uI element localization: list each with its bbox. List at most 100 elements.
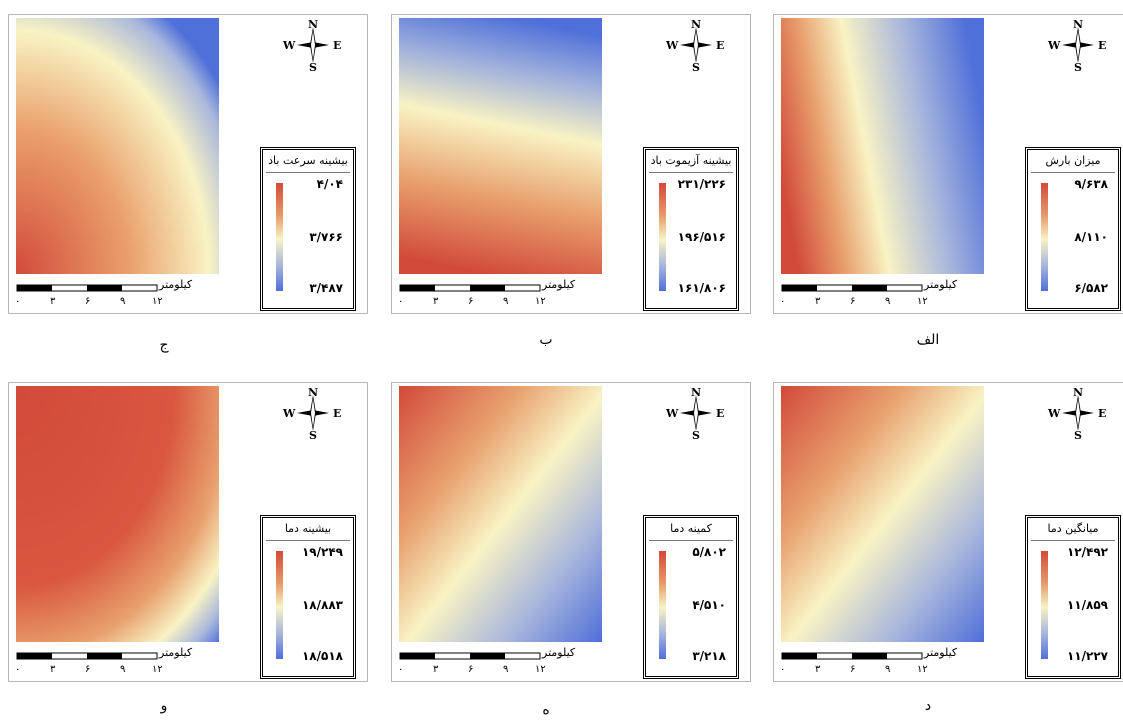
scale-bar: ۰ ۳ ۶ ۹ ۱۲	[398, 278, 618, 308]
panel-caption: الف	[916, 332, 940, 348]
color-ramp	[659, 183, 666, 291]
scale-unit: کیلومتر	[159, 278, 193, 291]
scale-tick: ۱۲	[152, 296, 163, 307]
legend-high: ۱۹/۲۴۹	[301, 545, 343, 559]
color-ramp	[659, 551, 666, 659]
legend-title: بیشینه دما	[266, 522, 350, 541]
north-arrow-icon: N S W E	[664, 19, 728, 71]
scale-tick: ۶	[468, 664, 473, 675]
scale-tick: ۳	[433, 664, 439, 675]
legend-mid: ۴/۵۱۰	[692, 598, 726, 612]
compass-w: W	[1047, 407, 1061, 420]
scale-tick: ۹	[503, 296, 508, 307]
legend-title: بیشینه سرعت باد	[266, 154, 350, 173]
north-arrow-icon: N S W E	[281, 19, 345, 71]
compass-e: E	[1098, 407, 1106, 420]
legend-low: ۳/۴۸۷	[309, 281, 343, 295]
compass-s: S	[309, 429, 317, 439]
compass-s: S	[309, 61, 317, 71]
scale-tick: ۳	[433, 296, 439, 307]
map-raster	[16, 18, 219, 274]
compass-w: W	[665, 407, 679, 420]
scale-bar: ۰ ۳ ۶ ۹ ۱۲	[15, 278, 235, 308]
compass-s: S	[1074, 429, 1082, 439]
legend-title: میزان بارش	[1031, 154, 1115, 173]
scale-unit: کیلومتر	[542, 278, 576, 291]
north-arrow-icon: N S W E	[281, 387, 345, 439]
north-arrow-icon: N S W E	[664, 387, 728, 439]
color-ramp	[1041, 551, 1048, 659]
scale-tick: ۳	[50, 664, 56, 675]
scale-tick: ۰	[398, 296, 403, 307]
legend: بیشینه سرعت باد ۴/۰۴ ۳/۷۶۶ ۳/۴۸۷	[260, 147, 356, 311]
legend-title: بیشینه آزیموت باد	[649, 154, 733, 173]
legend-mid: ۱۸/۸۸۳	[301, 598, 343, 612]
scale-tick: ۹	[120, 664, 125, 675]
compass-w: W	[282, 39, 296, 52]
legend-title: میانگین دما	[1031, 522, 1115, 541]
compass-n: N	[1073, 19, 1083, 31]
compass-s: S	[692, 61, 700, 71]
scale-unit: کیلومتر	[924, 646, 958, 659]
scale-tick: ۶	[850, 664, 855, 675]
map-panel-j: N S W E بیشینه سرعت باد ۴/۰۴ ۳/۷۶۶ ۳/۴۸۷…	[8, 14, 368, 314]
scale-tick: ۱۲	[152, 664, 163, 675]
compass-n: N	[691, 19, 701, 31]
map-panel-dal: N S W E میانگین دما ۱۲/۴۹۲ ۱۱/۸۵۹ ۱۱/۲۲۷…	[773, 382, 1123, 682]
scale-bar: ۰ ۳ ۶ ۹ ۱۲	[15, 646, 235, 676]
scale-tick: ۶	[468, 296, 473, 307]
scale-tick: ۶	[85, 296, 90, 307]
scale-tick: ۹	[885, 296, 890, 307]
compass-n: N	[691, 387, 701, 399]
legend: میانگین دما ۱۲/۴۹۲ ۱۱/۸۵۹ ۱۱/۲۲۷	[1025, 515, 1121, 679]
panel-caption: ه	[542, 702, 550, 718]
scale-tick: ۹	[120, 296, 125, 307]
panel-caption: د	[924, 698, 932, 714]
legend-high: ۴/۰۴	[316, 177, 343, 191]
compass-w: W	[1047, 39, 1061, 52]
compass-s: S	[1074, 61, 1082, 71]
compass-e: E	[333, 39, 341, 52]
legend-mid: ۱۹۶/۵۱۶	[677, 230, 726, 244]
scale-tick: ۳	[815, 296, 821, 307]
color-ramp	[276, 183, 283, 291]
scale-tick: ۹	[503, 664, 508, 675]
map-raster	[399, 18, 602, 274]
compass-n: N	[308, 19, 318, 31]
compass-n: N	[1073, 387, 1083, 399]
map-panel-b: N S W E بیشینه آزیموت باد ۲۳۱/۲۲۶ ۱۹۶/۵۱…	[391, 14, 751, 314]
map-raster	[781, 386, 984, 642]
scale-unit: کیلومتر	[159, 646, 193, 659]
scale-tick: ۶	[850, 296, 855, 307]
legend-low: ۱۱/۲۲۷	[1066, 649, 1108, 663]
legend-high: ۱۲/۴۹۲	[1066, 545, 1108, 559]
legend: میزان بارش ۹/۶۳۸ ۸/۱۱۰ ۶/۵۸۲	[1025, 147, 1121, 311]
scale-tick: ۰	[15, 664, 20, 675]
scale-tick: ۱۲	[535, 296, 546, 307]
north-arrow-icon: N S W E	[1046, 19, 1110, 71]
compass-s: S	[692, 429, 700, 439]
panel-caption: ج	[159, 337, 169, 353]
map-panel-vav: N S W E بیشینه دما ۱۹/۲۴۹ ۱۸/۸۸۳ ۱۸/۵۱۸ …	[8, 382, 368, 682]
scale-bar: ۰ ۳ ۶ ۹ ۱۲	[780, 646, 1000, 676]
legend: بیشینه آزیموت باد ۲۳۱/۲۲۶ ۱۹۶/۵۱۶ ۱۶۱/۸۰…	[643, 147, 739, 311]
compass-e: E	[716, 39, 724, 52]
scale-bar: ۰ ۳ ۶ ۹ ۱۲	[780, 278, 1000, 308]
compass-e: E	[716, 407, 724, 420]
compass-w: W	[282, 407, 296, 420]
compass-e: E	[333, 407, 341, 420]
compass-w: W	[665, 39, 679, 52]
scale-tick: ۰	[780, 296, 785, 307]
scale-unit: کیلومتر	[542, 646, 576, 659]
scale-tick: ۱۲	[917, 296, 928, 307]
legend: بیشینه دما ۱۹/۲۴۹ ۱۸/۸۸۳ ۱۸/۵۱۸	[260, 515, 356, 679]
color-ramp	[1041, 183, 1048, 291]
legend: کمینه دما ۵/۸۰۲ ۴/۵۱۰ ۳/۲۱۸	[643, 515, 739, 679]
legend-mid: ۱۱/۸۵۹	[1066, 598, 1108, 612]
legend-high: ۲۳۱/۲۲۶	[677, 177, 726, 191]
legend-title: کمینه دما	[649, 522, 733, 541]
legend-high: ۹/۶۳۸	[1074, 177, 1108, 191]
map-raster	[399, 386, 602, 642]
legend-mid: ۳/۷۶۶	[309, 230, 343, 244]
panel-caption: ب	[539, 332, 553, 348]
